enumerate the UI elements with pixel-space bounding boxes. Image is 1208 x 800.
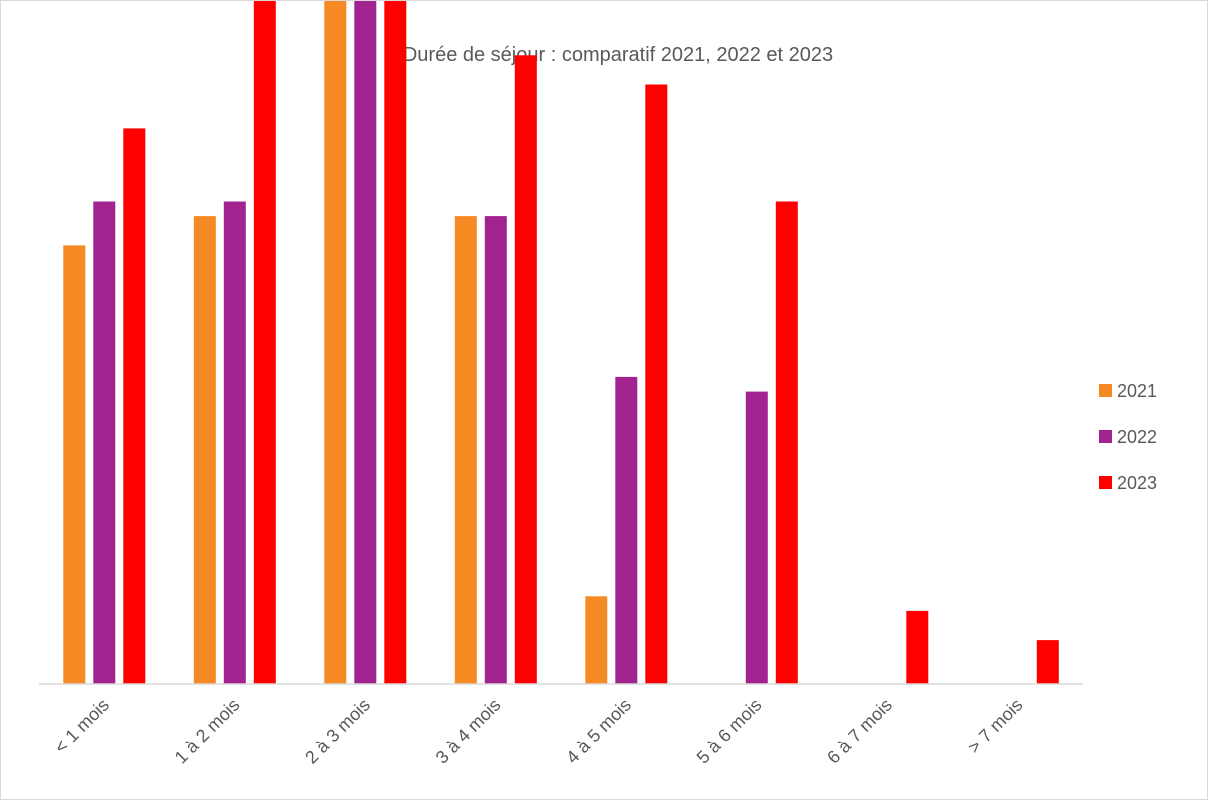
x-tick-label: 2 à 3 mois [301, 695, 374, 768]
bar-2022-5 [745, 391, 768, 684]
legend-label-2021: 2021 [1117, 381, 1157, 401]
x-tick-label: 4 à 5 mois [562, 695, 635, 768]
bar-2023-6 [906, 610, 929, 684]
x-tick-label: 6 à 7 mois [823, 695, 896, 768]
x-tick-label: 3 à 4 mois [432, 695, 505, 768]
bar-2022-2 [354, 1, 377, 684]
bar-2023-5 [775, 201, 798, 684]
x-tick-labels: < 1 mois 1 à 2 mois 2 à 3 mois 3 à 4 mois 4 … [50, 695, 1026, 768]
bar-2021-1 [193, 216, 216, 684]
bar-2023-2 [384, 1, 407, 685]
bar-2021-2 [324, 1, 347, 684]
bar-2022-0 [93, 201, 116, 684]
bar-2022-3 [484, 216, 507, 684]
bar-2022-4 [615, 376, 638, 684]
bar-2023-3 [514, 55, 537, 685]
x-tick-label: 5 à 6 mois [693, 695, 766, 768]
bar-2023-1 [253, 1, 276, 684]
bar-2023-7 [1036, 640, 1059, 684]
x-tick-label: < 1 mois [50, 695, 113, 758]
legend-swatch-2022 [1099, 430, 1112, 443]
legend: 2021 2022 2023 [1099, 381, 1157, 493]
x-tick-label: > 7 mois [964, 695, 1027, 758]
bar-2021-4 [585, 596, 608, 684]
bar-2021-3 [454, 216, 477, 684]
chart-title: Durée de séjour : comparatif 2021, 2022 … [403, 44, 833, 66]
legend-swatch-2023 [1099, 476, 1112, 489]
legend-swatch-2021 [1099, 384, 1112, 397]
bars-group [63, 1, 1059, 685]
legend-label-2022: 2022 [1117, 427, 1157, 447]
bar-2022-1 [223, 201, 246, 684]
bar-2023-0 [123, 128, 146, 684]
bar-2021-0 [63, 245, 86, 684]
x-tick-label: 1 à 2 mois [171, 695, 244, 768]
bar-2023-4 [645, 84, 668, 684]
legend-label-2023: 2023 [1117, 473, 1157, 493]
